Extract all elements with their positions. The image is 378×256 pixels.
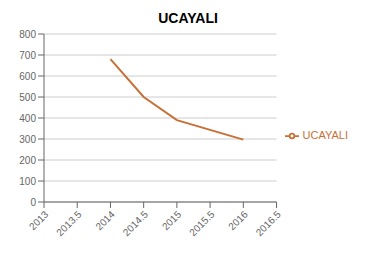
svg-text:300: 300 bbox=[19, 134, 36, 145]
svg-text:2014.5: 2014.5 bbox=[121, 208, 151, 238]
svg-text:2014: 2014 bbox=[93, 208, 117, 232]
svg-text:200: 200 bbox=[19, 155, 36, 166]
svg-text:500: 500 bbox=[19, 92, 36, 103]
svg-text:0: 0 bbox=[30, 197, 36, 208]
svg-text:100: 100 bbox=[19, 176, 36, 187]
svg-text:2015: 2015 bbox=[160, 208, 184, 232]
svg-text:2016: 2016 bbox=[226, 208, 250, 232]
svg-text:2015.5: 2015.5 bbox=[187, 208, 217, 238]
svg-text:700: 700 bbox=[19, 50, 36, 61]
html-text:UCAYALI: UCAYALI bbox=[302, 129, 348, 141]
svg-text:2013.5: 2013.5 bbox=[54, 208, 84, 238]
svg-text:400: 400 bbox=[19, 113, 36, 124]
svg-text:2013: 2013 bbox=[27, 208, 51, 232]
svg-text:600: 600 bbox=[19, 71, 36, 82]
html-text:UCAYALI: UCAYALI bbox=[158, 10, 218, 26]
svg-text:2016.5: 2016.5 bbox=[254, 208, 284, 238]
svg-text:800: 800 bbox=[19, 29, 36, 40]
